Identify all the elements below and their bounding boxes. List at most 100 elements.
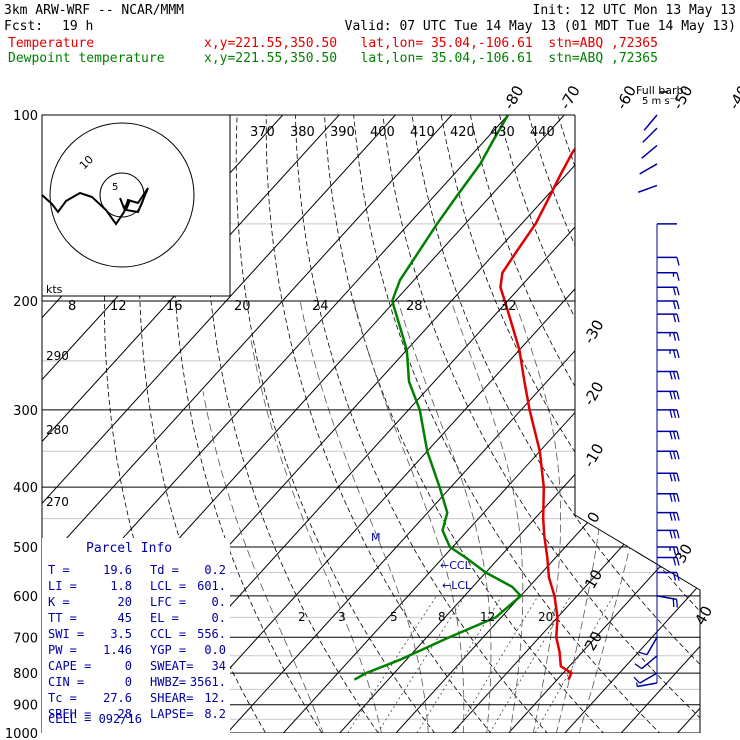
wind-barb-flag bbox=[669, 371, 673, 380]
parcel-param-value: 45 bbox=[118, 611, 132, 625]
dewpoint-legend-info: x,y=221.55,350.50 lat,lon= 35.04,-106.61… bbox=[204, 51, 658, 66]
wind-barb-flag bbox=[669, 431, 673, 440]
parcel-param-value: 0 bbox=[125, 659, 132, 673]
isotherm-label: -20 bbox=[580, 378, 608, 408]
parcel-param-value: 0.2 bbox=[204, 563, 226, 577]
wind-barb-shaft bbox=[641, 655, 658, 670]
isotherm-label: -70 bbox=[556, 82, 584, 112]
wind-barb-flag bbox=[672, 371, 677, 380]
dry-adiabat bbox=[674, 115, 700, 733]
hodograph-trace bbox=[41, 187, 149, 226]
parcel-param-label: Tc = bbox=[48, 691, 77, 705]
theta-label: 420 bbox=[450, 125, 475, 140]
wind-barb-flag bbox=[672, 451, 677, 460]
wind-barb-flag bbox=[672, 572, 677, 581]
parcel-param-label: SHEAR= bbox=[150, 691, 193, 705]
theta-e-label: 20 bbox=[234, 299, 251, 314]
parcel-param-label: LCL = bbox=[150, 579, 186, 593]
isotherm-label: 40 bbox=[691, 603, 716, 629]
dry-adiabat bbox=[470, 115, 700, 733]
parcel-param-label: CIN = bbox=[48, 675, 84, 689]
theta-label: 430 bbox=[490, 125, 515, 140]
pressure-tick-label: 800 bbox=[13, 667, 38, 682]
hodograph-box bbox=[41, 114, 231, 297]
model-title: 3km ARW-WRF -- NCAR/MMM bbox=[4, 3, 185, 18]
wind-barb-flag bbox=[669, 451, 673, 460]
parcel-param-value: 20 bbox=[118, 595, 132, 609]
isotherm-line bbox=[42, 115, 478, 733]
wind-barb-flag bbox=[672, 598, 675, 608]
init-time: Init: 12 UTC Mon 13 May 13 bbox=[532, 3, 737, 18]
moist-adiabat bbox=[575, 300, 662, 733]
wind-barb-shaft bbox=[641, 144, 658, 159]
wind-barb-flag bbox=[676, 409, 680, 419]
parcel-param-value: 0.0 bbox=[204, 643, 226, 657]
wind-barb-flag bbox=[676, 557, 680, 566]
wind-barb-flag bbox=[676, 473, 680, 482]
wind-barb-halfflag bbox=[635, 682, 638, 687]
wind-barb-flag bbox=[676, 572, 680, 581]
pressure-tick-label: 900 bbox=[13, 699, 38, 714]
wind-barb-flag bbox=[669, 391, 673, 400]
parcel-param-label: SREH = bbox=[48, 707, 91, 721]
theta-e-label: 24 bbox=[312, 299, 329, 314]
wind-barb-shaft bbox=[639, 672, 658, 684]
wind-barb-flag bbox=[676, 451, 680, 460]
wind-barb-shaft bbox=[639, 163, 658, 175]
parcel-param-value: 3561. bbox=[190, 675, 226, 689]
parcel-param-value: 8.2 bbox=[204, 707, 226, 721]
hodograph-units-label: kts bbox=[46, 283, 63, 296]
parcel-param-value: 28 bbox=[118, 707, 132, 721]
wind-barb-shaft bbox=[637, 682, 658, 688]
dry-adiabat bbox=[265, 115, 503, 733]
moist-adiabat bbox=[353, 300, 465, 733]
parcel-param-label: YGP = bbox=[150, 643, 186, 657]
mixing-ratio-line bbox=[534, 595, 614, 733]
theta-side-label: 290 bbox=[46, 349, 69, 363]
isotherm-line bbox=[316, 115, 700, 733]
parcel-param-label: CCL = bbox=[150, 627, 186, 641]
forecast-label: Fcst: bbox=[4, 19, 44, 34]
parcel-info-title: Parcel Info bbox=[86, 541, 172, 556]
isotherm-line bbox=[597, 115, 700, 733]
dry-adiabat bbox=[615, 115, 700, 733]
wind-barb-shaft bbox=[643, 114, 658, 131]
mixing-ratio-line bbox=[454, 595, 539, 733]
parcel-param-value: 0. bbox=[212, 595, 226, 609]
wind-barb-flag bbox=[672, 287, 677, 296]
parcel-cell-value: CELL = 092/16 bbox=[48, 712, 142, 726]
ccl-marker: ←CCL bbox=[440, 559, 472, 572]
moist-adiabat bbox=[299, 300, 430, 733]
mixed-layer-marker: M bbox=[371, 531, 381, 544]
forecast-hour: 19 h bbox=[62, 19, 94, 34]
theta-e-label: 28 bbox=[406, 299, 423, 314]
wind-barb-flag bbox=[676, 512, 680, 521]
plot-right-edge bbox=[574, 115, 701, 733]
wind-barb-flag bbox=[672, 409, 677, 419]
parcel-param-label: SWI = bbox=[48, 627, 84, 641]
pressure-tick-label: 700 bbox=[13, 631, 38, 646]
dry-adiabat bbox=[733, 115, 740, 740]
parcel-param-value: 12. bbox=[204, 691, 226, 705]
parcel-param-value: 3.5 bbox=[110, 627, 132, 641]
dry-adiabat bbox=[644, 115, 700, 733]
dewpoint-legend-name: Dewpoint temperature bbox=[8, 51, 165, 66]
dry-adiabat bbox=[704, 115, 740, 740]
theta-e-label: 16 bbox=[166, 299, 183, 314]
theta-e-label: 12 bbox=[110, 299, 127, 314]
temperature-legend-name: Temperature bbox=[8, 36, 95, 51]
wind-barb-shaft bbox=[642, 127, 658, 143]
wind-barb-flag bbox=[676, 257, 680, 266]
mixing-ratio-label: 2 bbox=[298, 610, 306, 624]
moist-adiabat bbox=[202, 391, 329, 733]
parcel-param-value: 0 bbox=[125, 675, 132, 689]
wind-barb-flag bbox=[672, 332, 677, 341]
pressure-tick-label: 100 bbox=[13, 109, 38, 124]
wind-barb-flag bbox=[676, 332, 680, 341]
mixing-ratio-label: 3 bbox=[338, 610, 346, 624]
wind-barb-flag bbox=[676, 530, 680, 539]
isotherm-label: 20 bbox=[581, 628, 606, 654]
dewpoint-profile bbox=[353, 115, 523, 681]
parcel-param-value: 19.6 bbox=[103, 563, 132, 577]
